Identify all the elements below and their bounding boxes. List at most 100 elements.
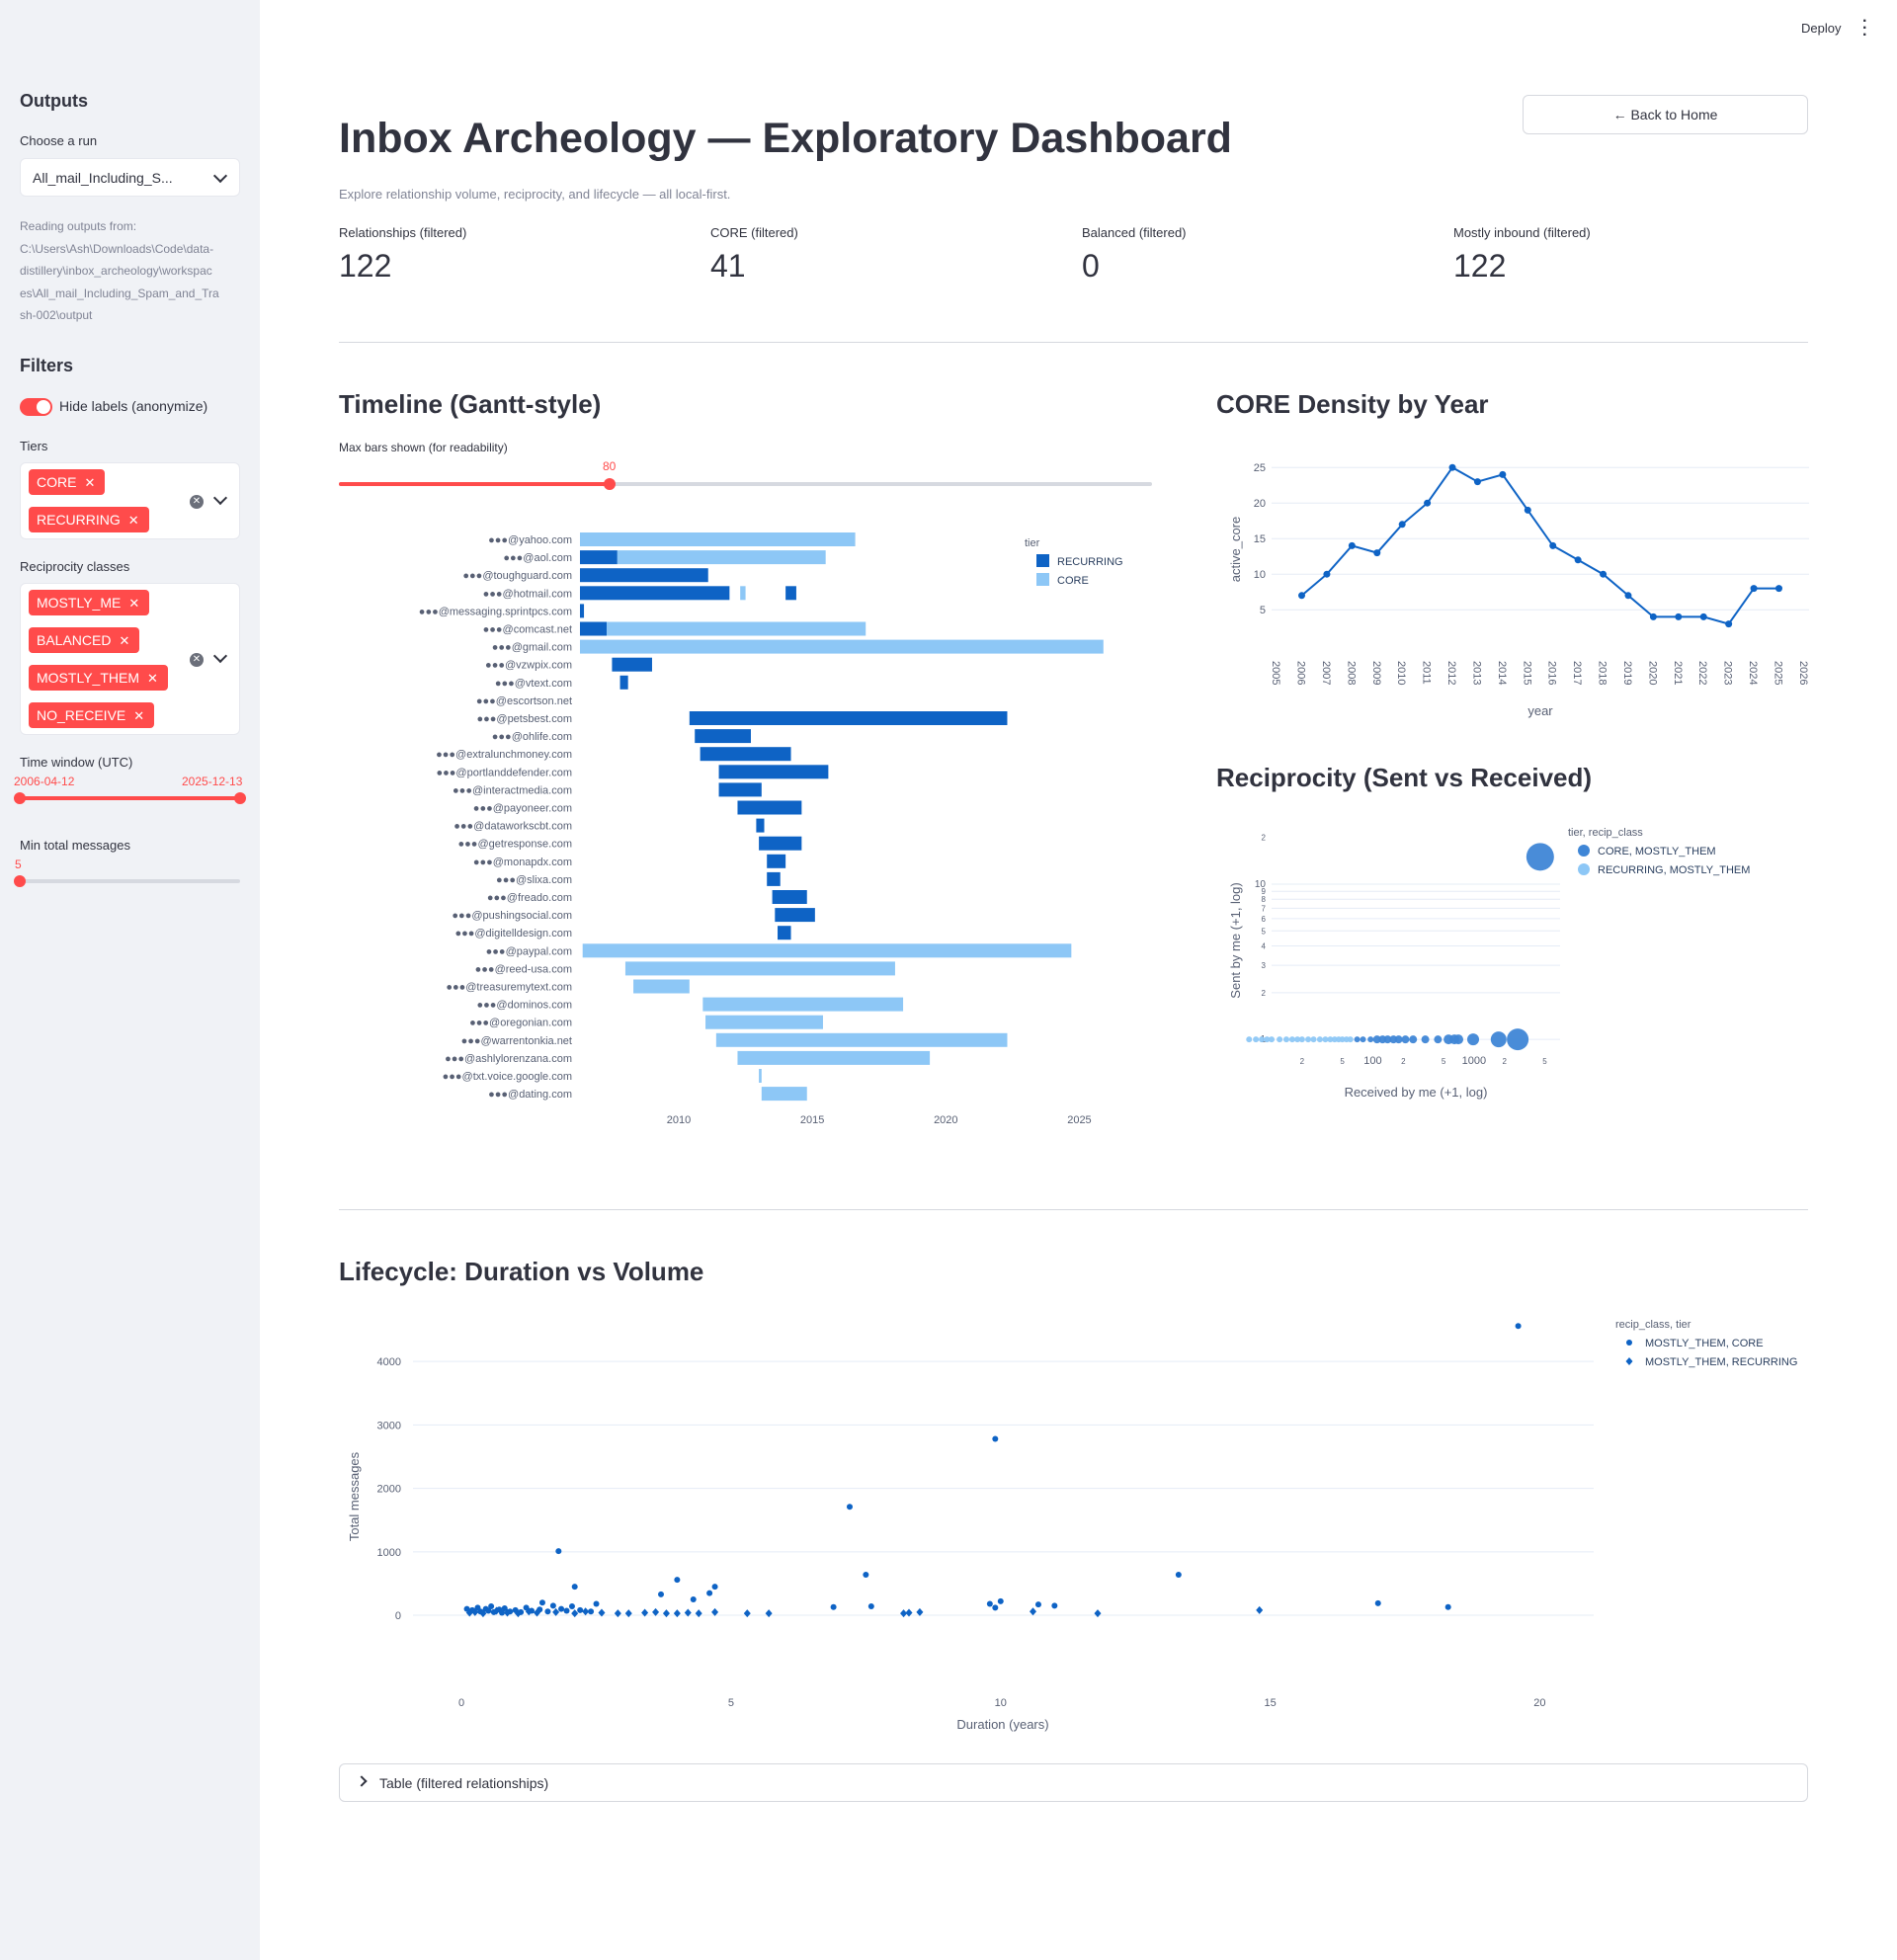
life-point [552,1607,560,1616]
recip-tag-balanced[interactable]: BALANCED ✕ [29,627,140,653]
density-x-tick: 2021 [1672,661,1684,685]
gantt-bar [580,532,856,546]
life-y-tick: 3000 [377,1420,401,1431]
recip-y-tick: 7 [1262,904,1267,913]
run-select[interactable]: All_mail_Including_S... [20,158,240,197]
tiers-multiselect[interactable]: CORE ✕ RECURRING ✕ ✕ [20,462,240,539]
life-point [499,1609,506,1616]
min-total-slider-track[interactable] [20,879,240,883]
gantt-bar [718,782,762,797]
metric-label: Balanced (filtered) [1082,225,1187,240]
time-window-slider-track[interactable] [20,796,240,800]
tier-tag-core[interactable]: CORE ✕ [29,469,106,495]
life-legend-label: MOSTLY_THEM, CORE [1645,1338,1764,1349]
back-to-home-button[interactable]: ← Back to Home [1523,95,1808,134]
gantt-bar [607,621,866,636]
density-point [1600,570,1608,578]
life-point [534,1608,541,1617]
gantt-bar [580,621,608,636]
remove-tag-icon[interactable]: ✕ [84,475,96,490]
recip-point [1253,1036,1260,1043]
remove-tag-icon[interactable]: ✕ [133,708,145,723]
max-bars-slider-track[interactable] [339,482,1152,486]
recip-point [1409,1035,1418,1044]
recip-point [1288,1036,1295,1043]
clear-all-icon[interactable]: ✕ [190,495,204,509]
recip-label: Reciprocity classes [20,559,130,574]
table-expander[interactable]: Table (filtered relationships) [339,1763,1808,1802]
recip-point [1339,1036,1346,1043]
life-point [900,1609,908,1618]
page-title: Inbox Archeology — Exploratory Dashboard [339,115,1232,162]
remove-tag-icon[interactable]: ✕ [128,596,140,611]
life-point [690,1595,697,1602]
recip-x-tick: 1000 [1462,1055,1486,1067]
time-start-handle[interactable] [14,792,26,804]
min-total-label: Min total messages [20,838,130,853]
chevron-down-icon [212,168,228,184]
chevron-down-icon[interactable] [212,490,228,506]
gantt-row-label: ●●●@getresponse.com [458,839,572,851]
recip-point [1246,1036,1253,1043]
clear-all-icon[interactable]: ✕ [190,653,204,667]
gantt-bar [580,568,708,583]
life-point [1034,1601,1041,1608]
life-point [571,1609,579,1618]
metric-balanced: Balanced (filtered) 0 [1082,225,1187,285]
gantt-bar [705,1015,823,1029]
time-window-label: Time window (UTC) [20,755,133,770]
life-point [673,1609,681,1618]
lifecycle-heading: Lifecycle: Duration vs Volume [339,1257,704,1286]
chevron-down-icon[interactable] [212,648,228,664]
recip-legend-marker [1578,863,1590,875]
recip-x-tick: 5 [1442,1057,1446,1066]
hide-labels-toggle[interactable] [20,398,52,416]
life-point [1094,1609,1102,1618]
max-bars-handle[interactable] [604,478,616,490]
gantt-row-label: ●●●@toughguard.com [462,570,572,582]
metric-core: CORE (filtered) 41 [710,225,798,285]
recip-point [1298,1036,1305,1043]
gantt-bar [715,1032,1008,1047]
remove-tag-icon[interactable]: ✕ [146,671,158,686]
outputs-heading: Outputs [20,91,88,111]
recip-legend-title: tier, recip_class [1568,827,1643,839]
metric-label: Relationships (filtered) [339,225,467,240]
life-point [593,1600,600,1607]
density-x-tick: 2024 [1747,661,1759,685]
recip-tag-mostly-them[interactable]: MOSTLY_THEM ✕ [29,665,168,691]
density-x-tick: 2011 [1421,661,1433,685]
remove-tag-icon[interactable]: ✕ [119,633,130,648]
toggle-knob [37,400,50,414]
tier-tag-recurring[interactable]: RECURRING ✕ [29,507,149,532]
density-point [1624,592,1632,600]
recip-point [1490,1031,1507,1048]
density-x-tick: 2015 [1521,661,1532,685]
gantt-row-label: ●●●@slixa.com [496,874,572,886]
recip-multiselect[interactable]: MOSTLY_ME ✕ BALANCED ✕ MOSTLY_THEM ✕ NO_REC… [20,583,240,735]
main-menu-icon[interactable]: · · · [1862,13,1868,43]
life-point [614,1609,621,1618]
life-point [992,1435,999,1442]
life-point [1374,1599,1381,1606]
min-total-handle[interactable] [14,875,26,887]
life-point [598,1608,606,1617]
metric-label: Mostly inbound (filtered) [1453,225,1591,240]
recip-x-tick: 2 [1300,1057,1305,1066]
remove-tag-icon[interactable]: ✕ [127,513,139,528]
life-point [986,1600,993,1607]
filters-heading: Filters [20,356,74,375]
recip-tag-mostly-me[interactable]: MOSTLY_ME ✕ [29,590,150,615]
deploy-button[interactable]: Deploy [1801,21,1842,36]
recip-y-tick: 6 [1262,915,1267,924]
life-y-tick: 2000 [377,1484,401,1496]
life-point [493,1606,501,1615]
life-point [846,1504,853,1511]
time-end-handle[interactable] [234,792,246,804]
density-point [1424,499,1432,507]
recip-tag-no-receive[interactable]: NO_RECEIVE ✕ [29,702,155,728]
recip-y-tick: 2 [1262,989,1267,998]
density-x-tick: 2020 [1646,661,1658,685]
life-point [997,1597,1004,1604]
recip-point [1347,1036,1354,1043]
